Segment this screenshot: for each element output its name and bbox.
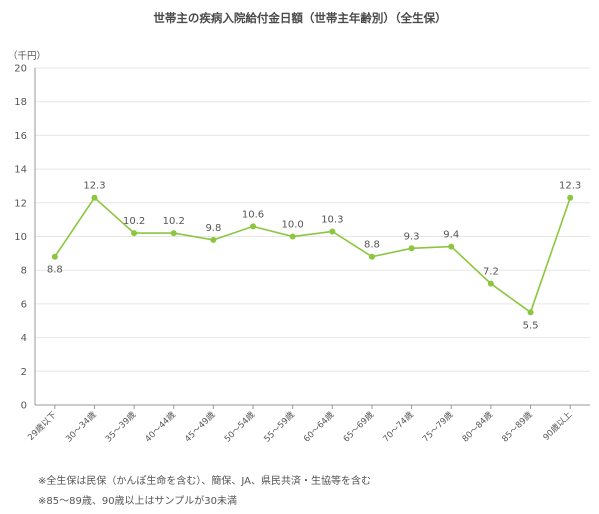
- axes: [34, 68, 590, 409]
- data-label: 12.3: [83, 181, 105, 192]
- data-label: 10.2: [123, 216, 145, 227]
- data-point: [329, 228, 336, 235]
- data-label: 10.2: [163, 216, 185, 227]
- y-axis-unit-label: （千円）: [8, 50, 46, 62]
- data-label: 9.3: [404, 231, 420, 242]
- data-label: 8.8: [47, 265, 63, 276]
- y-tick-label: 2: [21, 367, 27, 378]
- y-tick-label: 4: [21, 333, 27, 344]
- data-label: 10.6: [242, 209, 264, 220]
- data-point: [289, 233, 296, 240]
- data-label: 7.2: [483, 267, 499, 278]
- x-tick-label: 65～69歳: [341, 409, 376, 444]
- x-tick-label: 80～84歳: [460, 409, 495, 444]
- data-point: [250, 223, 257, 230]
- chart-title: 世帯主の疾病入院給付金日額（世帯主年齢別）（全生保）: [153, 11, 446, 25]
- x-axis-tick-labels: 29歳以下 30～34歳 35～39歳 40～44歳 45～49歳 50～54歳 55～59…: [25, 409, 574, 444]
- data-label: 10.0: [282, 220, 304, 231]
- data-points: [51, 194, 574, 316]
- y-tick-label: 20: [14, 64, 27, 75]
- y-tick-label: 16: [14, 131, 27, 142]
- series-line: [54, 196, 571, 314]
- data-point: [448, 243, 455, 250]
- x-tick-label: 40～44歳: [143, 409, 178, 444]
- data-labels: 8.8 12.3 10.2 10.2 9.8 10.6 10.0 10.3 8.8 9.3 9.4 7…: [47, 181, 581, 332]
- data-point: [210, 236, 217, 243]
- y-axis-tick-labels: 0 2 4 6 8 10 12 14 16 18 20: [14, 64, 27, 412]
- x-tick-label: 90歳以上: [541, 409, 575, 443]
- x-tick-label: 50～54歳: [222, 409, 257, 444]
- data-point: [131, 230, 138, 237]
- y-tick-label: 14: [14, 165, 27, 176]
- data-point: [170, 230, 177, 237]
- gridlines: [35, 67, 590, 372]
- data-point: [487, 280, 494, 287]
- footnote-1: ※全生保は民保（かんぽ生命を含む）、簡保、JA、県民共済・生協等を含む: [38, 476, 371, 487]
- x-tick-label: 85～89歳: [500, 409, 535, 444]
- data-point: [527, 309, 534, 316]
- data-point: [91, 194, 98, 201]
- x-tick-label: 75～79歳: [420, 409, 455, 444]
- data-label: 8.8: [364, 240, 380, 251]
- x-tick-label: 70～74歳: [381, 409, 416, 444]
- x-tick-label: 60～64歳: [301, 409, 336, 444]
- data-point: [368, 253, 375, 260]
- x-tick-label: 29歳以下: [25, 409, 59, 443]
- x-tick-label: 30～34歳: [63, 409, 98, 444]
- series-line-path: [54, 196, 571, 314]
- y-tick-label: 18: [14, 97, 27, 108]
- y-tick-label: 0: [21, 401, 27, 412]
- y-tick-label: 6: [21, 299, 27, 310]
- y-tick-label: 10: [14, 232, 27, 243]
- data-point: [408, 245, 415, 252]
- data-label: 10.3: [321, 214, 343, 225]
- data-point: [51, 253, 58, 260]
- footnote-2: ※85～89歳、90歳以上はサンプルが30未満: [38, 496, 237, 507]
- y-tick-label: 12: [14, 198, 27, 209]
- data-label: 9.4: [443, 230, 459, 241]
- x-tick-label: 35～39歳: [103, 409, 138, 444]
- data-label: 12.3: [559, 181, 581, 192]
- data-label: 5.5: [523, 320, 539, 331]
- data-point: [567, 194, 574, 201]
- y-tick-label: 8: [21, 266, 27, 277]
- data-label: 9.8: [205, 223, 221, 234]
- x-tick-label: 45～49歳: [182, 409, 217, 444]
- x-tick-label: 55～59歳: [262, 409, 297, 444]
